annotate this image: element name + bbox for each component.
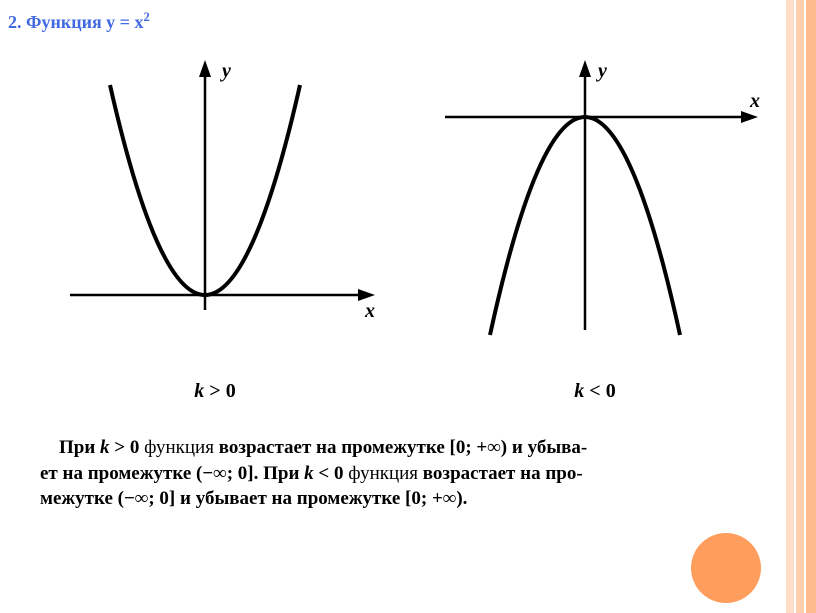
body-text: При k > 0 функция возрастает на промежут… (40, 435, 760, 512)
title-text: Функция у = х (26, 12, 143, 32)
chart-left-caption: k > 0 (194, 380, 235, 403)
caption-val-right: 0 (606, 380, 616, 402)
circle-decoration (691, 533, 761, 603)
title-superscript: 2 (143, 10, 149, 24)
caption-var-right: k (574, 380, 584, 402)
caption-val-left: 0 (226, 380, 236, 402)
x-axis-label-left: x (364, 300, 375, 322)
parabola-up-svg: y x (40, 55, 390, 345)
title-number: 2. (8, 12, 22, 32)
caption-op-left: > (209, 380, 220, 402)
x-axis-label-right: x (749, 90, 760, 112)
caption-op-right: < (589, 380, 600, 402)
page-title: 2. Функция у = х2 (8, 10, 150, 33)
caption-var-left: k (194, 380, 204, 402)
charts-row: y x k > 0 y x k < 0 (40, 55, 770, 375)
right-border-stripes (786, 0, 816, 613)
y-axis-label-right: y (596, 60, 607, 82)
chart-left: y x k > 0 (40, 55, 390, 375)
parabola-down-svg: y x (420, 55, 770, 345)
chart-right-caption: k < 0 (574, 380, 615, 403)
chart-right: y x k < 0 (420, 55, 770, 375)
y-axis-label-left: y (220, 60, 231, 82)
